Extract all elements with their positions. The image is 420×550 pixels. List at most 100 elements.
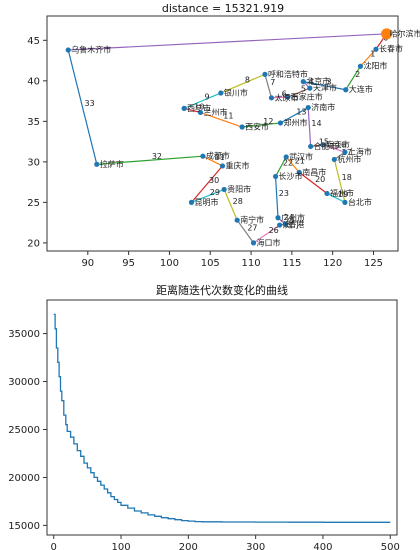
y-tick-label: 45 bbox=[27, 36, 40, 47]
route-edge bbox=[326, 192, 346, 203]
city-label: 澳门 bbox=[283, 220, 299, 230]
route-edge bbox=[303, 81, 346, 91]
city-point bbox=[275, 215, 281, 221]
edge-label: 18 bbox=[342, 173, 352, 182]
city-label: 成都市 bbox=[206, 151, 230, 161]
route-edge bbox=[67, 49, 98, 165]
city-label: 济南市 bbox=[311, 102, 335, 112]
y-tick-label: 25000 bbox=[8, 425, 40, 436]
y-tick-label: 20 bbox=[27, 238, 40, 249]
route-chart-title: distance = 15321.919 bbox=[162, 2, 284, 15]
route-edge bbox=[68, 33, 387, 51]
city-label: 合肥市 bbox=[314, 141, 338, 151]
route-edge bbox=[322, 144, 346, 153]
edge-label: 14 bbox=[311, 119, 321, 128]
edge-label: 4 bbox=[309, 77, 314, 86]
edge-label: 31 bbox=[215, 153, 225, 162]
city-point bbox=[357, 63, 364, 69]
city-label: 西宁市 bbox=[187, 103, 211, 113]
city-point bbox=[234, 217, 240, 223]
city-label: 北京市 bbox=[306, 76, 330, 86]
x-tick-label: 120 bbox=[323, 258, 342, 269]
y-tick-label: 35 bbox=[27, 117, 40, 128]
edge-label: 15 bbox=[319, 138, 329, 147]
route-edge bbox=[307, 107, 312, 147]
city-point bbox=[221, 186, 227, 193]
route-edge-labels: 0123456789101112131415161718192021222324… bbox=[85, 34, 389, 235]
y-tick-label: 30 bbox=[27, 157, 40, 168]
city-label: 石家庄市 bbox=[291, 92, 323, 102]
route-edge bbox=[236, 219, 255, 244]
convergence-chart-ticks: 0 100 200 300 400 500 15000 20000 25000 30000 3500… bbox=[8, 329, 400, 550]
route-edge bbox=[298, 171, 328, 194]
city-point bbox=[272, 173, 279, 180]
city-label: 太原市 bbox=[274, 92, 298, 102]
y-tick-label: 35000 bbox=[8, 329, 40, 340]
city-point bbox=[307, 85, 313, 91]
city-point bbox=[197, 109, 204, 116]
city-label: 银川市 bbox=[224, 87, 248, 97]
city-point bbox=[342, 199, 348, 205]
city-label: 南京市 bbox=[326, 139, 350, 149]
route-edge bbox=[96, 155, 203, 165]
x-tick-label: 400 bbox=[313, 542, 332, 550]
city-label: 沈阳市 bbox=[363, 61, 387, 71]
x-tick-label: 100 bbox=[160, 258, 179, 269]
route-points bbox=[65, 28, 393, 246]
city-label: 杭州市 bbox=[337, 154, 361, 164]
x-tick-label: 115 bbox=[282, 258, 301, 269]
city-label: 武汉市 bbox=[289, 152, 313, 162]
edge-label: 12 bbox=[263, 117, 273, 126]
route-edges bbox=[67, 33, 388, 244]
edge-label: 28 bbox=[233, 197, 243, 206]
edge-label: 25 bbox=[284, 217, 294, 226]
y-tick-label: 30000 bbox=[8, 377, 40, 388]
route-edge bbox=[275, 156, 287, 177]
edge-label: 21 bbox=[295, 157, 305, 166]
route-edge bbox=[333, 159, 346, 203]
route-edge bbox=[202, 155, 223, 167]
route-edge bbox=[360, 48, 377, 67]
route-edge bbox=[242, 122, 281, 128]
city-label: 兰州市 bbox=[203, 107, 227, 117]
convergence-chart-frame bbox=[46, 299, 398, 536]
edge-label: 6 bbox=[282, 89, 287, 98]
edge-label: 5 bbox=[301, 85, 306, 94]
city-point bbox=[283, 154, 289, 160]
y-tick-label: 25 bbox=[27, 198, 40, 209]
route-edge bbox=[287, 87, 311, 98]
edge-label: 33 bbox=[85, 99, 95, 108]
edge-label: 26 bbox=[269, 226, 279, 235]
route-edge bbox=[183, 92, 222, 109]
city-point bbox=[94, 161, 100, 167]
edge-label: 30 bbox=[209, 176, 219, 185]
x-tick-label: 95 bbox=[122, 258, 135, 269]
city-label: 南昌市 bbox=[302, 167, 326, 177]
city-point bbox=[331, 156, 337, 163]
route-edge bbox=[253, 224, 280, 244]
city-label: 长沙市 bbox=[279, 171, 303, 181]
x-tick-label: 200 bbox=[179, 542, 198, 550]
route-edge bbox=[220, 73, 266, 94]
edge-label: 9 bbox=[205, 93, 210, 102]
edge-label: 3 bbox=[327, 78, 332, 87]
city-point bbox=[342, 149, 348, 155]
city-label: 呼和浩特市 bbox=[268, 69, 308, 79]
route-edge bbox=[345, 65, 361, 91]
route-edge bbox=[191, 188, 225, 203]
city-point bbox=[188, 199, 195, 205]
edge-label: 29 bbox=[210, 188, 220, 197]
edge-label: 20 bbox=[315, 175, 325, 184]
x-tick-label: 110 bbox=[242, 258, 261, 269]
city-point bbox=[296, 169, 302, 175]
route-edge bbox=[223, 189, 238, 221]
city-label: 广州市 bbox=[281, 212, 305, 222]
edge-label: 27 bbox=[247, 224, 257, 233]
edge-label: 1 bbox=[370, 50, 375, 59]
city-point bbox=[181, 105, 187, 111]
route-edge bbox=[191, 165, 223, 203]
city-point bbox=[324, 190, 330, 197]
convergence-chart: 距离随迭代次数变化的曲线 0 100 200 300 400 500 15000 20000 2… bbox=[8, 283, 400, 550]
city-label: 南宁市 bbox=[240, 215, 264, 225]
